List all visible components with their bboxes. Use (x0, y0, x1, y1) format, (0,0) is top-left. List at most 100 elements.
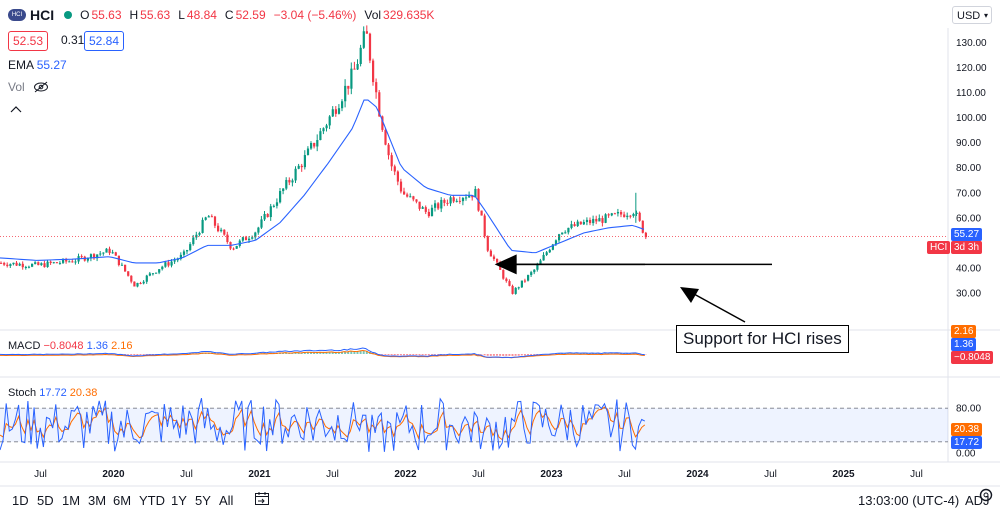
range-ytd[interactable]: YTD (139, 493, 165, 508)
candle-body (319, 131, 322, 141)
candle-body (527, 275, 530, 281)
candle-body (626, 215, 629, 218)
candle-body (558, 234, 561, 241)
candle-body (542, 254, 545, 261)
price-tick-label: 110.00 (956, 88, 986, 99)
currency-label: USD (957, 10, 981, 22)
candle-body (310, 142, 313, 149)
macd-hist-bar (406, 354, 409, 356)
candle-body (372, 60, 375, 83)
ema-legend[interactable]: EMA 55.27 (8, 58, 67, 72)
macd-legend[interactable]: MACD −0.8048 1.36 2.16 (8, 340, 133, 352)
candle-body (533, 269, 536, 273)
candle-body (440, 199, 443, 209)
macd-hist-bar (620, 353, 622, 354)
candle-body (127, 271, 130, 276)
range-all[interactable]: All (219, 493, 234, 508)
candle-body (616, 212, 620, 214)
eye-hidden-icon[interactable] (33, 81, 49, 93)
legend-header: HCI HCI O 55.63 H 55.63 L 48.84 C 52.59 −3.0… (8, 7, 442, 23)
candle-body (595, 218, 598, 222)
candle-body (375, 82, 378, 93)
candle-body (331, 109, 334, 117)
macd-hist-bar (142, 354, 145, 355)
macd-signal-line (0, 349, 645, 359)
macd-hist-bar (536, 354, 539, 355)
range-5d[interactable]: 5D (37, 493, 54, 508)
candle-body (254, 232, 257, 238)
macd-hist-bar (626, 353, 629, 354)
candle-body (24, 266, 27, 268)
candle-body (6, 264, 9, 266)
candle-body (46, 261, 49, 268)
candle-body (195, 234, 198, 238)
candle-body (306, 148, 310, 156)
stoch-legend[interactable]: Stoch 17.72 20.38 (8, 387, 97, 399)
candle-body (632, 213, 635, 217)
candle-body (86, 258, 89, 261)
volume-legend[interactable]: Vol (8, 80, 49, 94)
macd-hist-bar (530, 354, 533, 355)
currency-selector[interactable]: USD ▾ (952, 6, 992, 24)
macd-hist-bar (486, 354, 489, 356)
symbol-name[interactable]: HCI (30, 7, 55, 23)
candle-body (415, 199, 418, 202)
macd-line-value: 1.36 (86, 340, 109, 352)
macd-hist-bar (427, 354, 430, 356)
macd-hist-bar (592, 353, 595, 354)
candle-body (396, 171, 399, 182)
candle-body (359, 47, 362, 65)
stoch-pane (0, 397, 948, 452)
candle-body (430, 207, 434, 217)
range-1y[interactable]: 1Y (171, 493, 187, 508)
settings-button[interactable] (978, 487, 994, 508)
candle-body (623, 214, 626, 218)
countdown-tag: 3d 3h (951, 241, 983, 254)
arrow-head-left (494, 254, 517, 275)
candle-body (337, 108, 341, 114)
candle-body (55, 262, 58, 264)
candle-body (40, 263, 43, 266)
x-tick-label: 2023 (540, 469, 563, 480)
bid-price[interactable]: 52.53 (8, 31, 49, 51)
adj-toggle[interactable]: ADJ (965, 493, 990, 508)
candle-body (483, 215, 486, 237)
range-5y[interactable]: 5Y (195, 493, 211, 508)
open-value: 55.63 (91, 8, 122, 22)
macd-hist-bar (477, 354, 480, 355)
collapse-legend-button[interactable] (8, 103, 24, 118)
candle-body (279, 191, 282, 203)
clock-time[interactable]: 13:03:00 (UTC-4) (858, 493, 960, 508)
candle-body (561, 232, 564, 235)
candle-body (3, 262, 6, 265)
candle-body (21, 263, 24, 268)
macd-hist-bar (505, 354, 508, 356)
calendar-goto-icon[interactable] (254, 491, 270, 509)
candle-body (52, 262, 55, 264)
ema-price-tag: 55.27 (951, 228, 983, 241)
candle-body (601, 218, 604, 223)
range-1m[interactable]: 1M (62, 493, 81, 508)
candle-body (269, 206, 272, 218)
candle-body (186, 250, 189, 252)
candle-body (49, 261, 52, 263)
candle-body (390, 155, 393, 167)
x-tick-label: Jul (910, 469, 923, 480)
candle-body (539, 260, 542, 265)
candle-body (257, 227, 260, 233)
macd-hist-bar (415, 354, 418, 356)
macd-hist-bar (514, 354, 517, 356)
range-1d[interactable]: 1D (12, 493, 29, 508)
macd-hist-bar (409, 354, 412, 356)
candle-body (213, 216, 217, 226)
x-tick-label: Jul (618, 469, 631, 480)
candle-body (179, 254, 182, 259)
candle-body (381, 116, 384, 130)
candle-body (387, 144, 390, 156)
range-3m[interactable]: 3M (88, 493, 107, 508)
candle-body (9, 264, 12, 266)
ask-price[interactable]: 52.84 (84, 31, 125, 51)
candle-body (148, 273, 151, 276)
range-6m[interactable]: 6M (113, 493, 132, 508)
